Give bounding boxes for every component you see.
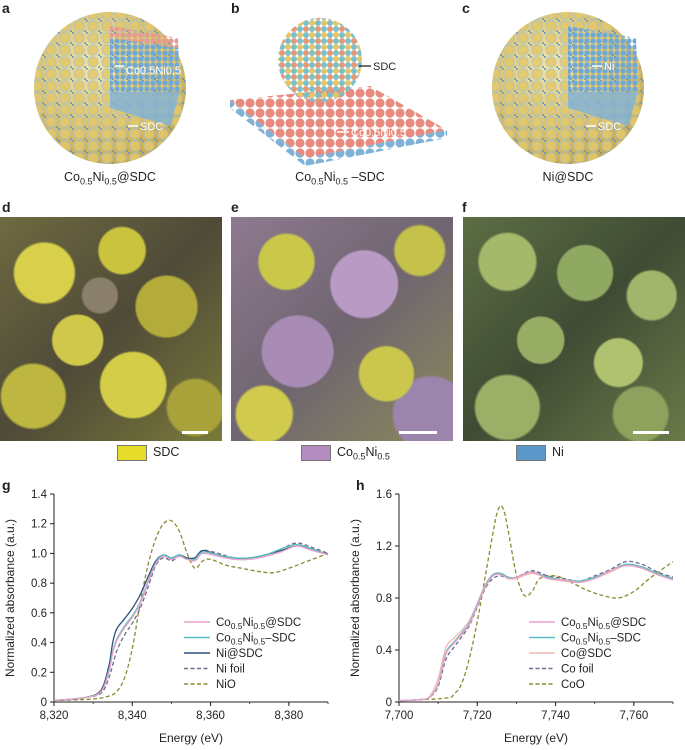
co-ni-sdc-core-shell-illustration: Co0.5Ni0.5 SDC	[34, 12, 186, 164]
chartg-y-tick-label: 1.0	[31, 548, 47, 560]
charth-legend-label: Co0.5Ni0.5@SDC	[561, 617, 646, 631]
panel-b-particle-label: SDC	[373, 61, 396, 73]
sem-image-e	[231, 217, 453, 441]
charth-x-tick-label: 7,740	[541, 710, 570, 722]
panel-label-e: e	[231, 199, 239, 215]
xanes-co-k-edge-chart: 7,700 7,720 7,740 7,760 0 0.4 0.8 1.2 1.6 Energy …	[348, 489, 674, 745]
charth-x-tick-label: 7,700	[385, 710, 414, 722]
scale-bar-e	[399, 431, 437, 434]
legend-swatch-ni	[516, 445, 546, 461]
panel-label-f: f	[462, 199, 467, 215]
charth-x-tick-label: 7,720	[463, 710, 492, 722]
legend-swatch-sdc	[117, 445, 147, 461]
charth-y-tick-label: 0.8	[376, 593, 392, 605]
charth-legend-label: CoO	[561, 679, 585, 691]
panel-a-caption: Co0.5Ni0.5@SDC	[64, 170, 156, 187]
chartg-x-axis-label: Energy (eV)	[159, 731, 223, 745]
xanes-ni-k-edge-chart: 8,320 8,340 8,360 8,380 0 0.2 0.4 0.6 0.8 1.0 1.2 1…	[3, 489, 329, 745]
charth-x-tick-label: 7,760	[619, 710, 648, 722]
charth-y-tick-label: 0.4	[376, 645, 393, 657]
charth-series-co-foil	[399, 560, 673, 702]
chartg-legend-label: Ni@SDC	[216, 648, 263, 660]
legend-swatch-coni	[301, 445, 331, 461]
chartg-y-tick-label: 0.8	[31, 578, 47, 590]
charth-y-tick-label: 1.6	[376, 489, 392, 501]
charth-x-axis-label: Energy (eV)	[504, 731, 568, 745]
chartg-legend-label: Co0.5Ni0.5@SDC	[216, 617, 301, 631]
chartg-x-tick-label: 8,320	[40, 710, 69, 722]
chartg-legend-label: NiO	[216, 679, 236, 691]
chartg-series-co0-5ni0-5-sdc	[54, 545, 328, 702]
panel-b-caption: Co0.5Ni0.5 –SDC	[295, 170, 385, 187]
charth-legend-label: Co@SDC	[561, 648, 612, 660]
legend-label-coni: Co0.5Ni0.5	[337, 445, 390, 462]
charth-legend-label: Co foil	[561, 664, 594, 676]
charth-y-axis-label: Normalized absorbance (a.u.)	[348, 519, 362, 677]
charth-y-tick-label: 1.2	[376, 541, 392, 553]
chartg-x-tick-label: 8,380	[274, 710, 303, 722]
chartg-y-tick-label: 1.4	[31, 489, 48, 501]
chartg-y-axis-label: Normalized absorbance (a.u.)	[3, 519, 17, 677]
chartg-x-tick-label: 8,340	[118, 710, 147, 722]
panel-c-caption: Ni@SDC	[542, 170, 594, 184]
panel-label-g: g	[2, 477, 11, 493]
legend-label-sdc: SDC	[153, 445, 180, 459]
scale-bar-d	[182, 431, 208, 434]
charth-y-tick-label: 0	[386, 697, 392, 709]
sem-image-f	[463, 217, 685, 441]
chartg-series-nio	[54, 519, 328, 702]
charth-series-coo	[399, 505, 673, 702]
panel-b-slab-label: Co0.5Ni0.5	[351, 127, 406, 139]
panel-c-shell-label: SDC	[598, 121, 621, 133]
chartg-y-tick-label: 0.6	[31, 608, 47, 620]
panel-a-inner-label: Co0.5Ni0.5	[126, 65, 181, 77]
ni-sdc-core-shell-illustration: Ni SDC	[492, 12, 644, 164]
chartg-legend-label: Ni foil	[216, 664, 245, 676]
legend-label-ni: Ni	[552, 445, 564, 459]
panel-label-a: a	[2, 0, 10, 16]
panel-label-d: d	[2, 199, 11, 215]
chartg-y-tick-label: 0	[41, 697, 47, 709]
panel-c-inner-label: Ni	[604, 61, 614, 73]
chartg-legend-label: Co0.5Ni0.5–SDC	[216, 633, 296, 647]
panel-label-b: b	[231, 0, 240, 16]
panel-label-h: h	[356, 477, 365, 493]
charth-legend-label: Co0.5Ni0.5–SDC	[561, 633, 641, 647]
chartg-x-tick-label: 8,360	[196, 710, 225, 722]
chartg-y-tick-label: 0.2	[31, 667, 47, 679]
co-ni-sdc-particle-on-slab-illustration: SDC Co0.5Ni0.5	[230, 18, 447, 166]
chartg-y-tick-label: 1.2	[31, 519, 47, 531]
chartg-y-tick-label: 0.4	[31, 638, 48, 650]
charth-series-co0-5ni0-5-sdc	[399, 564, 673, 702]
panel-label-c: c	[462, 0, 470, 16]
sem-image-d	[0, 217, 222, 441]
scale-bar-f	[633, 431, 669, 434]
panel-a-shell-label: SDC	[140, 121, 163, 133]
